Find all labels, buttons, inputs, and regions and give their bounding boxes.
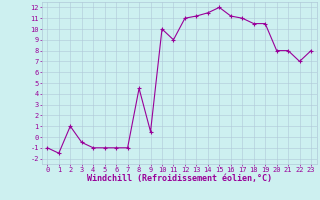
X-axis label: Windchill (Refroidissement éolien,°C): Windchill (Refroidissement éolien,°C) — [87, 174, 272, 183]
